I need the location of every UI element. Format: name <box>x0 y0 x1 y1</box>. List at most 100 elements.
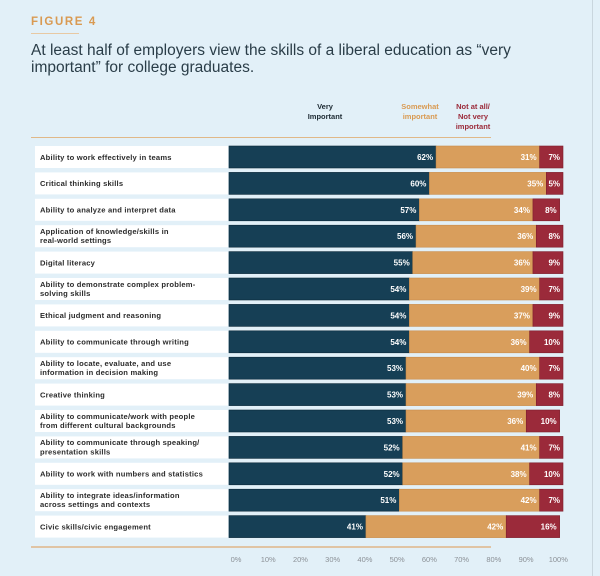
value-label-very-important: 62% <box>417 153 433 162</box>
bar-very-important <box>228 515 367 538</box>
bar-very-important <box>228 488 400 512</box>
bar-not-at-all-not-very-important <box>535 383 564 406</box>
row-label: Digital literacy <box>40 258 96 267</box>
row-label-box <box>35 436 228 459</box>
row-label: presentation skills <box>40 447 110 456</box>
value-label-very-important: 52% <box>384 470 400 479</box>
value-label-not-at-all-not-very-important: 7% <box>548 153 560 162</box>
row-label: Ability to demonstrate complex problem- <box>40 280 196 289</box>
value-label-very-important: 57% <box>400 206 416 215</box>
value-label-not-at-all-not-very-important: 9% <box>548 311 560 320</box>
bar-not-at-all-not-very-important <box>529 462 564 486</box>
value-label-very-important: 54% <box>390 311 406 320</box>
row-label: Ability to communicate through writing <box>40 338 189 347</box>
row-label-box <box>35 489 228 512</box>
legend-line: Not very <box>457 112 488 121</box>
value-label-very-important: 60% <box>410 179 426 188</box>
value-label-somewhat-important: 38% <box>511 470 527 479</box>
row-label-box <box>35 410 228 432</box>
bar-very-important <box>228 409 407 433</box>
value-label-not-at-all-not-very-important: 10% <box>541 417 557 426</box>
legend-very-important: Very Important <box>300 102 350 122</box>
x-tick-label: 70% <box>454 555 469 564</box>
value-label-not-at-all-not-very-important: 7% <box>548 364 560 373</box>
value-label-somewhat-important: 39% <box>521 285 537 294</box>
row-label-box <box>35 278 228 300</box>
row-label: Application of knowledge/skills in <box>40 227 169 236</box>
row-label: Ability to integrate ideas/information <box>40 491 180 500</box>
bar-very-important <box>228 145 437 169</box>
bar-not-at-all-not-very-important <box>525 409 560 433</box>
value-label-somewhat-important: 36% <box>514 259 530 268</box>
row-label: information in decision making <box>40 368 158 377</box>
row-label: Ability to locate, evaluate, and use <box>40 359 171 368</box>
row-label: Ability to work with numbers and statist… <box>40 470 203 479</box>
chart-bottom-rule <box>31 546 491 548</box>
row-label: Ability to analyze and interpret data <box>40 206 176 215</box>
legend-line: Not at all/ <box>456 102 490 111</box>
bar-not-at-all-not-very-important <box>532 198 560 222</box>
bar-very-important <box>228 251 413 274</box>
figure-label: FIGURE 4 <box>31 16 97 28</box>
bar-very-important <box>228 172 430 195</box>
value-label-somewhat-important: 31% <box>521 153 537 162</box>
value-label-not-at-all-not-very-important: 10% <box>544 338 560 347</box>
row-label-box <box>35 172 228 195</box>
x-tick-label: 0% <box>231 555 242 564</box>
bar-very-important <box>228 436 403 459</box>
row-label: Ethical judgment and reasoning <box>40 311 161 320</box>
bar-not-at-all-not-very-important <box>539 436 564 459</box>
chart-top-rule <box>31 137 491 138</box>
value-label-very-important: 54% <box>390 338 406 347</box>
value-label-not-at-all-not-very-important: 8% <box>548 232 560 241</box>
bar-not-at-all-not-very-important <box>539 356 564 380</box>
bar-not-at-all-not-very-important <box>545 172 564 195</box>
value-label-somewhat-important: 41% <box>521 443 537 452</box>
row-label: Ability to work effectively in teams <box>40 153 172 162</box>
bar-not-at-all-not-very-important <box>532 251 564 274</box>
x-tick-label: 100% <box>549 555 569 564</box>
value-label-somewhat-important: 37% <box>514 311 530 320</box>
x-tick-label: 30% <box>325 555 340 564</box>
x-tick-label: 20% <box>293 555 308 564</box>
bar-not-at-all-not-very-important <box>539 488 564 512</box>
row-label: Ability to communicate/work with people <box>40 412 195 421</box>
bar-not-at-all-not-very-important <box>532 304 564 327</box>
bar-very-important <box>228 462 403 486</box>
value-label-somewhat-important: 36% <box>507 417 523 426</box>
figure-label-underline <box>31 33 79 34</box>
value-label-not-at-all-not-very-important: 7% <box>548 443 560 452</box>
bar-very-important <box>228 198 420 222</box>
x-tick-label: 10% <box>261 555 276 564</box>
value-label-somewhat-important: 36% <box>511 338 527 347</box>
value-label-very-important: 51% <box>380 496 396 505</box>
row-label-box <box>35 225 228 248</box>
value-label-not-at-all-not-very-important: 9% <box>548 259 560 268</box>
x-tick-label: 90% <box>519 555 534 564</box>
row-label-box <box>35 146 228 168</box>
row-label: across settings and contexts <box>40 500 150 509</box>
row-label-box <box>35 462 228 485</box>
value-label-very-important: 53% <box>387 364 403 373</box>
row-label-box <box>35 198 228 221</box>
row-label: Creative thinking <box>40 390 105 399</box>
row-label-box <box>35 304 228 327</box>
value-label-very-important: 53% <box>387 417 403 426</box>
bar-very-important <box>228 224 417 248</box>
value-label-not-at-all-not-very-important: 8% <box>548 391 560 400</box>
bar-somewhat-important <box>399 488 540 512</box>
row-label: Civic skills/civic engagement <box>40 522 151 531</box>
row-label-box <box>35 383 228 406</box>
legend-line: Somewhat <box>401 102 439 111</box>
bar-not-at-all-not-very-important <box>539 145 564 169</box>
chart-title: At least half of employers view the skil… <box>31 42 511 76</box>
row-label: real-world settings <box>40 236 111 245</box>
value-label-not-at-all-not-very-important: 16% <box>541 523 557 532</box>
row-label: Ability to communicate through speaking/ <box>40 438 200 447</box>
row-label-box <box>35 515 228 538</box>
row-label: Critical thinking skills <box>40 179 123 188</box>
value-label-somewhat-important: 36% <box>517 232 533 241</box>
legend-not-important: Not at all/ Not very important <box>448 102 498 132</box>
value-label-not-at-all-not-very-important: 7% <box>548 496 560 505</box>
